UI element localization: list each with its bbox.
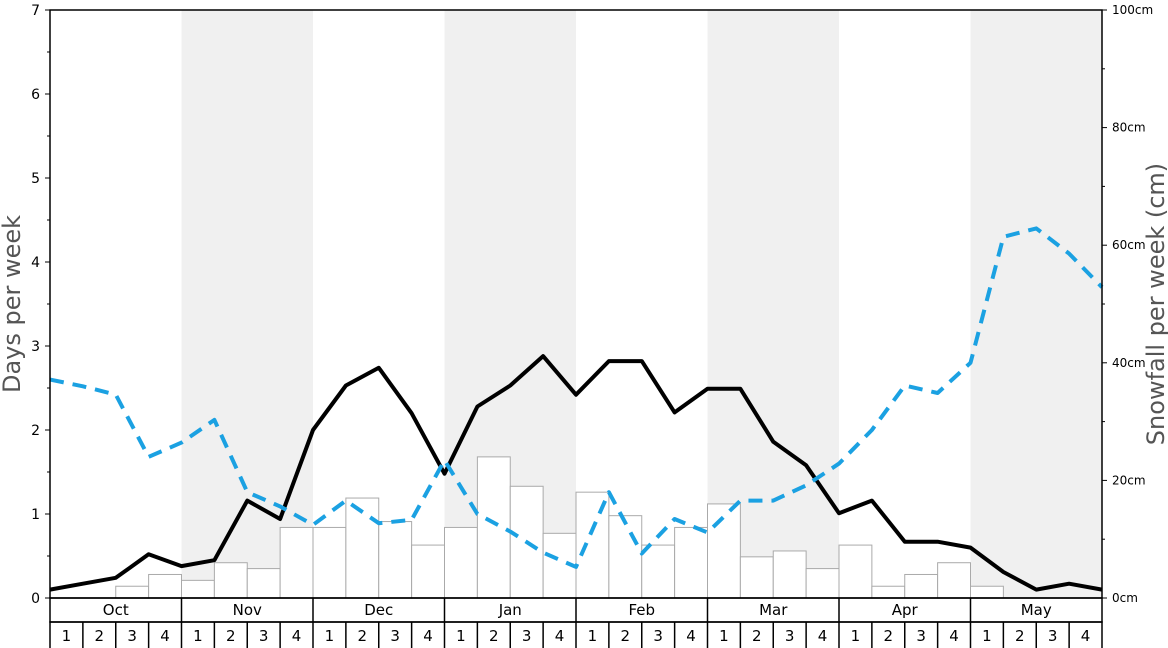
snowfall-bar	[476, 456, 511, 599]
snowfall-bar	[970, 585, 1004, 599]
week-label: 2	[621, 627, 631, 645]
week-label: 4	[555, 627, 565, 645]
left-tick-label: 4	[31, 255, 40, 271]
right-tick-label: 40cm	[1112, 356, 1146, 370]
snowfall-bar	[707, 503, 741, 599]
week-label: 1	[982, 627, 992, 645]
month-shade	[181, 10, 313, 598]
week-label: 4	[160, 627, 170, 645]
snowfall-bar	[246, 568, 281, 599]
week-label: 2	[1015, 627, 1025, 645]
week-label: 2	[489, 627, 499, 645]
month-label: May	[1021, 601, 1052, 619]
month-label: Jan	[498, 601, 522, 619]
snowfall-bar	[181, 579, 215, 599]
week-label: 3	[522, 627, 532, 645]
left-tick-label: 3	[31, 339, 40, 355]
snowfall-bar	[772, 550, 807, 599]
left-axis: 0 1 2 3 4 5 6 7	[31, 3, 50, 607]
snowfall-bar	[411, 544, 445, 599]
month-shade	[970, 10, 1102, 598]
week-label: 4	[292, 627, 302, 645]
solid-series-line	[49, 354, 1103, 592]
snowfall-bars	[115, 456, 1004, 599]
week-label: 2	[358, 627, 368, 645]
month-label: Feb	[628, 601, 655, 619]
right-tick-label: 0cm	[1112, 591, 1138, 605]
week-label: 1	[456, 627, 466, 645]
week-label: 2	[752, 627, 762, 645]
week-label: 4	[686, 627, 696, 645]
snowfall-bar	[641, 544, 676, 599]
snowfall-bar	[608, 515, 643, 599]
snowfall-bar	[345, 497, 380, 599]
snowfall-bar	[904, 573, 939, 599]
left-tick-label: 7	[31, 3, 40, 19]
snowfall-bar	[213, 562, 248, 599]
week-label: 1	[588, 627, 598, 645]
right-tick-label: 60cm	[1112, 238, 1146, 252]
snowfall-bar	[444, 526, 478, 599]
week-label: 2	[226, 627, 236, 645]
left-tick-label: 2	[31, 423, 40, 439]
snowfall-bar	[739, 556, 774, 599]
week-label: 3	[653, 627, 663, 645]
right-axis-label: Snowfall per week (cm)	[1142, 163, 1168, 445]
left-tick-label: 6	[31, 87, 40, 103]
month-label: Dec	[364, 601, 393, 619]
week-label: 3	[916, 627, 926, 645]
week-label: 1	[851, 627, 861, 645]
week-label: 3	[1048, 627, 1058, 645]
snowfall-bar	[115, 585, 150, 599]
week-label: 4	[818, 627, 828, 645]
month-label: Apr	[892, 601, 919, 619]
month-label: Mar	[759, 601, 788, 619]
day-lines	[49, 226, 1104, 592]
dashed-series-line	[49, 226, 1104, 569]
right-tick-label: 100cm	[1112, 3, 1153, 17]
snowfall-bar	[148, 573, 182, 599]
week-label: 2	[884, 627, 894, 645]
snowfall-bar	[279, 526, 314, 599]
week-label: 4	[423, 627, 433, 645]
snowfall-bar	[838, 544, 873, 599]
week-label: 3	[390, 627, 400, 645]
month-label: Oct	[103, 601, 129, 619]
right-tick-label: 80cm	[1112, 121, 1146, 135]
snowfall-bar	[937, 562, 971, 599]
right-axis: 0cm 20cm 40cm 60cm 80cm 100cm	[1102, 3, 1153, 605]
left-axis-label: Days per week	[0, 215, 26, 393]
snowfall-bar	[805, 568, 840, 599]
month-label: Nov	[233, 601, 262, 619]
week-label: 1	[719, 627, 729, 645]
left-tick-label: 1	[31, 507, 40, 523]
left-tick-label: 5	[31, 171, 40, 187]
snowfall-bar	[871, 585, 906, 599]
week-label: 1	[193, 627, 203, 645]
week-label: 3	[127, 627, 137, 645]
week-label: 3	[785, 627, 795, 645]
week-label: 2	[95, 627, 105, 645]
week-label: 4	[1081, 627, 1091, 645]
left-tick-label: 0	[31, 591, 40, 607]
week-label: 4	[949, 627, 959, 645]
week-row: 1 2 3 4 1 2 3 4 1 2 3 4 1 2 3 4 1 2 3 4 1 2 3 4 1 2 3 4 1 2 3 4	[49, 621, 1103, 648]
snowfall-bar	[312, 526, 347, 599]
month-shading	[181, 10, 1102, 598]
right-tick-label: 20cm	[1112, 473, 1146, 487]
week-label: 3	[259, 627, 269, 645]
snowfall-bar	[378, 521, 413, 599]
snowfall-bar	[674, 526, 708, 599]
week-label: 1	[62, 627, 72, 645]
week-label: 1	[325, 627, 335, 645]
month-row: Oct Nov Dec Jan Feb Mar Apr May	[49, 597, 1103, 623]
